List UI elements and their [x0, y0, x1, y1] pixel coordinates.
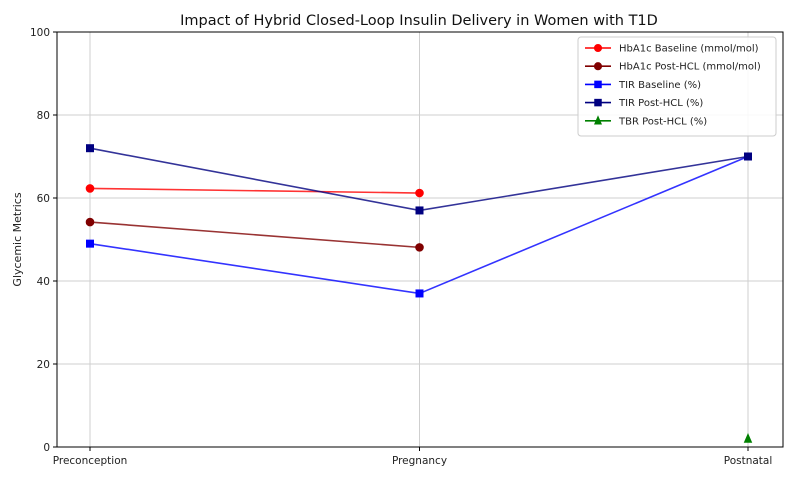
legend-item: TBR Post-HCL (%): [585, 115, 707, 127]
series-line: [89, 187, 420, 194]
data-point: [415, 188, 424, 198]
x-tick-label: Preconception: [53, 455, 128, 467]
legend: HbA1c Baseline (mmol/mol) HbA1c Post-HCL …: [577, 36, 777, 137]
legend-label: HbA1c Post-HCL (mmol/mol): [619, 62, 761, 73]
y-tick-label: 100: [30, 27, 50, 39]
chart-title: Impact of Hybrid Closed-Loop Insulin Del…: [180, 13, 658, 29]
data-point: [594, 98, 602, 107]
series-tbr-post-hcl: [743, 432, 753, 443]
series-hba1c-post-hcl-mmol-mol: [85, 217, 424, 252]
series-line: [89, 221, 420, 249]
x-tick-label: Pregnancy: [392, 455, 447, 467]
data-point: [594, 80, 602, 89]
series-group: [85, 144, 753, 443]
data-point: [415, 206, 424, 215]
y-tick-label: 40: [37, 276, 50, 288]
axis-ticks: 0 20 40 60 80 100 Preconception Pregnancy Postna…: [30, 27, 772, 467]
data-point: [86, 239, 94, 248]
series-hba1c-baseline-mmol-mol: [85, 184, 424, 198]
legend-label: TBR Post-HCL (%): [618, 116, 707, 127]
data-point: [415, 243, 424, 252]
x-tick-label: Postnatal: [724, 455, 773, 467]
legend-item: HbA1c Post-HCL (mmol/mol): [585, 62, 761, 73]
legend-item: TIR Post-HCL (%): [585, 98, 703, 109]
legend-label: TIR Post-HCL (%): [618, 98, 703, 109]
data-point: [415, 289, 424, 298]
legend-box: [577, 36, 777, 137]
legend-item: HbA1c Baseline (mmol/mol): [585, 44, 759, 55]
y-tick-label: 0: [43, 442, 50, 454]
data-point: [593, 115, 603, 125]
legend-item: TIR Baseline (%): [585, 80, 701, 91]
data-point: [744, 152, 752, 161]
legend-label: TIR Baseline (%): [618, 80, 701, 91]
data-point: [593, 62, 603, 71]
y-tick-label: 80: [37, 110, 50, 122]
y-tick-label: 20: [37, 359, 50, 371]
data-point: [743, 432, 753, 443]
y-axis-label: Glycemic Metrics: [11, 192, 24, 286]
legend-label: HbA1c Baseline (mmol/mol): [619, 44, 759, 55]
series-tir-post-hcl: [86, 144, 752, 215]
data-point: [86, 144, 94, 153]
data-point: [85, 217, 95, 227]
y-tick-label: 60: [37, 193, 50, 205]
data-point: [593, 43, 603, 53]
data-point: [85, 184, 95, 193]
